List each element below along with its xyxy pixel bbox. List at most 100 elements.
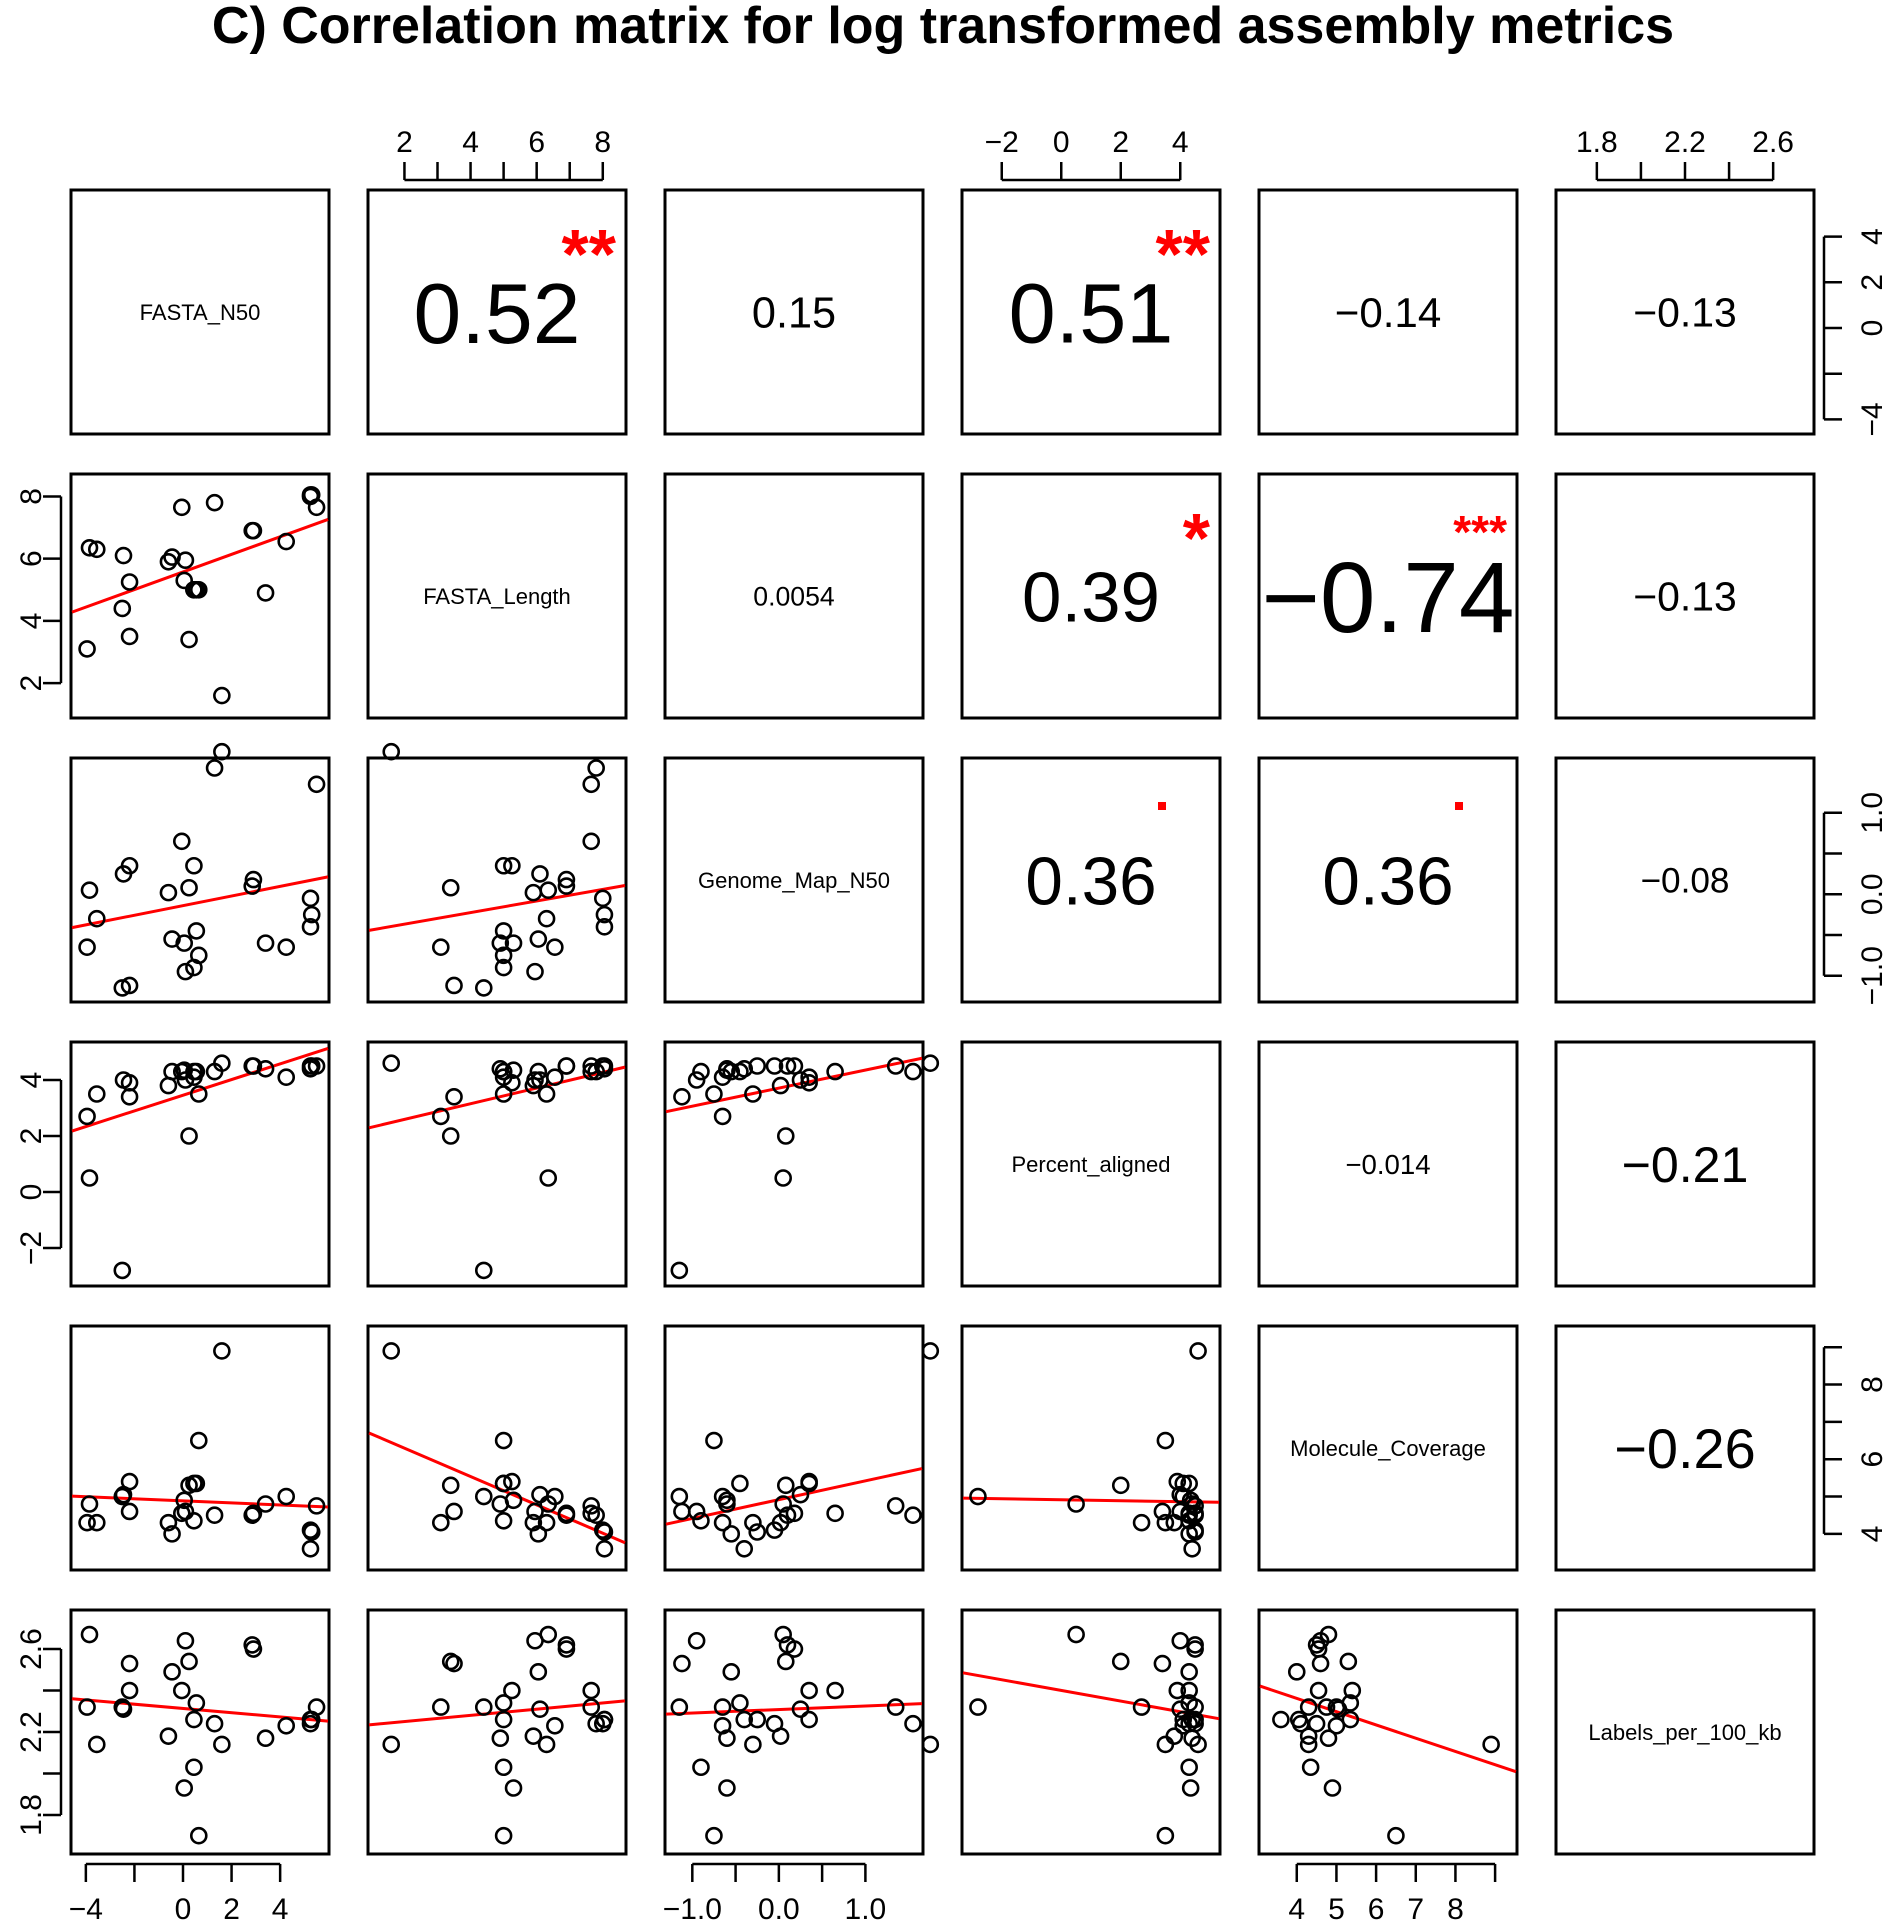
correlation-value: 0.36 xyxy=(1025,844,1156,919)
data-point xyxy=(531,865,549,883)
data-point xyxy=(670,1698,689,1716)
data-point xyxy=(1156,1735,1175,1754)
panel-r4-c5: −0.26 xyxy=(1554,1324,1816,1572)
data-point xyxy=(529,1062,548,1081)
correlation-value: −0.74 xyxy=(1261,542,1514,654)
data-point xyxy=(172,1681,191,1700)
data-point xyxy=(491,934,510,952)
data-point xyxy=(80,1169,99,1187)
data-point xyxy=(1156,1826,1175,1845)
data-point xyxy=(113,1261,132,1280)
data-point xyxy=(494,1512,513,1530)
data-point xyxy=(277,532,296,551)
data-point xyxy=(175,571,194,590)
regression-line xyxy=(71,875,329,930)
data-point xyxy=(78,640,96,658)
data-point xyxy=(1319,1729,1338,1748)
data-point xyxy=(175,1491,194,1510)
tick-label: 4 xyxy=(1856,1526,1887,1543)
data-point xyxy=(1067,1495,1085,1513)
panel-r5-c1 xyxy=(366,1608,628,1856)
data-point xyxy=(904,1506,922,1524)
data-point xyxy=(718,1060,736,1078)
correlation-value: 0.0054 xyxy=(753,582,835,612)
data-point xyxy=(778,1057,797,1075)
data-point xyxy=(114,546,133,565)
data-point xyxy=(692,1512,710,1530)
data-point xyxy=(1323,1779,1342,1797)
data-point xyxy=(595,1057,614,1075)
data-point xyxy=(800,1074,818,1092)
tick-label: 2 xyxy=(15,675,48,692)
data-point xyxy=(120,1654,139,1673)
data-point xyxy=(1174,1487,1193,1506)
panel-r1-c3: 0.39 * xyxy=(960,472,1222,720)
data-point xyxy=(1287,1663,1306,1681)
data-point xyxy=(159,883,178,902)
tick-label: 2.6 xyxy=(15,1628,48,1670)
panel-r5-c0 xyxy=(69,1608,331,1856)
tick-label: 8 xyxy=(594,126,611,159)
data-point xyxy=(1189,1342,1207,1360)
data-point xyxy=(491,1495,510,1513)
data-point xyxy=(735,1060,754,1078)
data-point xyxy=(301,889,320,908)
data-point xyxy=(256,1495,275,1513)
data-point xyxy=(595,1710,614,1729)
data-point xyxy=(771,1076,790,1095)
data-point xyxy=(78,938,96,957)
data-point xyxy=(494,1694,513,1712)
data-point xyxy=(904,1714,922,1733)
panel-r3-c5: −0.21 xyxy=(1554,1040,1816,1288)
data-point xyxy=(503,1681,521,1700)
bottom-axis-col2: −1.0 0.0 1.0 xyxy=(663,1862,886,1926)
data-point xyxy=(800,1474,818,1493)
variable-label: FASTA_Length xyxy=(423,584,571,609)
data-point xyxy=(474,1698,493,1716)
data-point xyxy=(722,1663,741,1681)
data-point xyxy=(582,1681,601,1700)
data-point xyxy=(1186,1497,1204,1515)
panel-frame xyxy=(366,1040,628,1288)
data-point xyxy=(1341,1710,1360,1729)
panel-r3-c2 xyxy=(663,1040,940,1288)
bottom-axis-col0: −4 0 2 4 xyxy=(69,1862,288,1926)
data-point xyxy=(80,881,99,899)
data-point xyxy=(189,580,208,599)
variable-label: Labels_per_100_kb xyxy=(1588,1720,1781,1745)
panel-r0-c3: 0.51** xyxy=(960,188,1222,436)
data-point xyxy=(159,1076,178,1095)
left-axis-row1: 2 4 6 8 xyxy=(15,488,63,692)
panel-r4-c0 xyxy=(69,1324,331,1572)
tick-label: 4 xyxy=(462,126,479,159)
data-point xyxy=(244,1504,263,1523)
panel-r1-c1: FASTA_Length xyxy=(366,472,628,720)
data-point xyxy=(713,1716,732,1735)
data-point xyxy=(494,922,513,940)
data-point xyxy=(80,1625,99,1644)
tick-label: −2 xyxy=(985,126,1019,159)
data-point xyxy=(243,877,262,895)
top-axis-col1: 2 4 6 8 xyxy=(396,126,611,182)
data-point xyxy=(120,1681,139,1700)
regression-line xyxy=(71,1494,329,1509)
data-point xyxy=(213,1735,231,1754)
panel-frame xyxy=(1257,472,1519,720)
data-point xyxy=(1317,1698,1336,1716)
panel-frame xyxy=(366,1324,628,1572)
data-point xyxy=(713,1487,732,1506)
data-point xyxy=(180,878,198,897)
data-point xyxy=(187,1474,206,1493)
data-point xyxy=(1289,1710,1308,1729)
data-point xyxy=(474,1487,493,1506)
data-point xyxy=(1341,1694,1360,1712)
data-point xyxy=(673,1088,691,1106)
data-point xyxy=(531,1700,549,1718)
tick-label: 7 xyxy=(1407,1893,1424,1926)
panel-frame xyxy=(1257,1324,1519,1572)
significance-stars: * xyxy=(1183,499,1211,577)
data-point xyxy=(826,1504,844,1523)
data-point xyxy=(1301,1758,1320,1777)
data-point xyxy=(1299,1735,1318,1754)
